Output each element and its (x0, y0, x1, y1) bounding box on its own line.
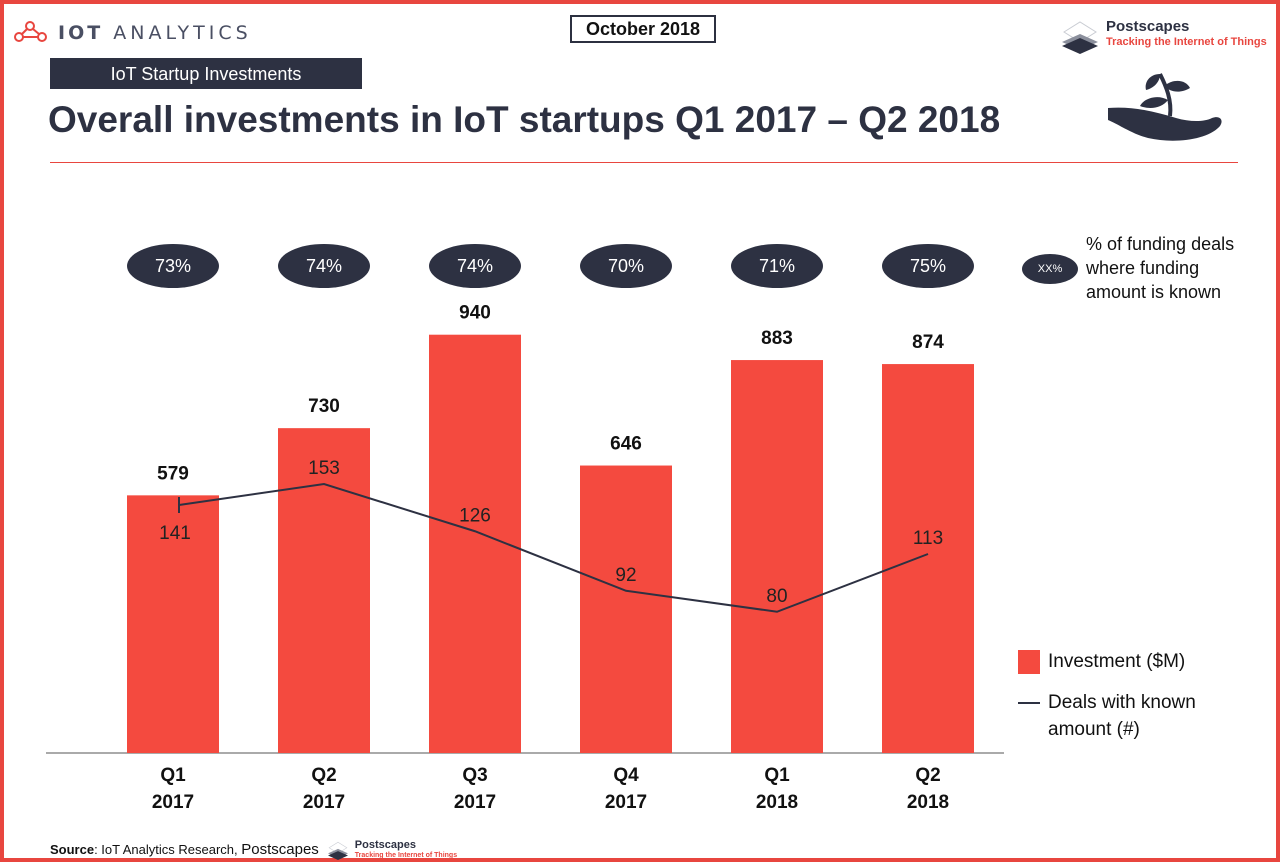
legend-label-deals: Deals with known amount (#) (1048, 692, 1196, 740)
x-tick-label-year: 2018 (907, 792, 949, 813)
line-value-label: 126 (459, 505, 491, 526)
bar-investment (731, 360, 823, 753)
x-tick-label-quarter: Q2 (311, 765, 336, 786)
line-value-label: 113 (913, 528, 943, 549)
bar-investment (882, 364, 974, 753)
source-label: Source (50, 842, 95, 857)
bar-value-label: 579 (157, 463, 189, 484)
x-tick-label-quarter: Q3 (462, 765, 487, 786)
bar-investment (127, 495, 219, 753)
legend-swatch-line (1018, 702, 1040, 704)
funding-known-pill: 74% (278, 244, 370, 288)
funding-known-key-text: % of funding deals where funding amount … (1086, 234, 1235, 302)
section-tag: IoT Startup Investments (50, 58, 362, 89)
funding-known-pill: 71% (731, 244, 823, 288)
source-postscapes-logo: Postscapes Tracking the Internet of Thin… (325, 839, 457, 860)
bar-value-label: 646 (610, 434, 642, 455)
x-tick-label-year: 2018 (756, 792, 798, 813)
x-tick-label-year: 2017 (303, 792, 345, 813)
source-partner-logo-name: Postscapes (354, 839, 416, 851)
investment-chart: 579 Q1 2017 730 Q2 2017 940 Q3 2017 646 Q4 2017 883 Q… (46, 303, 1004, 813)
title-divider (50, 162, 1238, 163)
line-value-label: 80 (766, 586, 787, 607)
date-badge: October 2018 (570, 15, 716, 43)
line-value-label: 141 (159, 523, 191, 544)
brand-iot: IOT (58, 22, 104, 44)
x-tick-label-quarter: Q2 (915, 765, 940, 786)
x-tick-label-quarter: Q1 (764, 765, 790, 786)
iot-analytics-logo: IOT ANALYTICS (14, 20, 252, 46)
funding-known-key-badge: XX% (1022, 254, 1078, 284)
funding-known-pill: 74% (429, 244, 521, 288)
chart-legend: Investment ($M) Deals with known amount … (1018, 648, 1228, 757)
source-partner: Postscapes (241, 841, 319, 858)
chart-title: Overall investments in IoT startups Q1 2… (48, 99, 1001, 140)
bar-value-label: 730 (308, 396, 340, 417)
x-tick-label-quarter: Q1 (160, 765, 186, 786)
legend-label-investment: Investment ($M) (1048, 651, 1186, 672)
x-tick-label-year: 2017 (454, 792, 496, 813)
funding-known-pill: 75% (882, 244, 974, 288)
line-value-label: 153 (308, 458, 340, 479)
bar-value-label: 940 (459, 303, 491, 324)
brand-analytics: ANALYTICS (113, 22, 252, 44)
bar-investment (278, 428, 370, 753)
source-text: : IoT Analytics Research, (94, 842, 242, 857)
source-note: Source: IoT Analytics Research, Postscap… (50, 839, 457, 860)
bar-investment (580, 465, 672, 753)
postscapes-logo-icon (1062, 21, 1098, 54)
funding-known-pill: 70% (580, 244, 672, 288)
legend-item-investment: Investment ($M) (1018, 648, 1228, 675)
source-partner-tagline: Tracking the Internet of Things (354, 852, 458, 859)
funding-known-pill: 73% (127, 244, 219, 288)
postscapes-tagline: Tracking the Internet of Things (1106, 36, 1267, 48)
legend-item-deals: Deals with known amount (#) (1018, 689, 1228, 743)
line-deals (178, 482, 929, 613)
x-tick-label-year: 2017 (152, 792, 194, 813)
iot-analytics-logo-icon (14, 21, 47, 42)
x-tick-label-quarter: Q4 (613, 765, 639, 786)
bar-value-label: 883 (761, 328, 793, 349)
postscapes-name: Postscapes (1106, 18, 1190, 35)
postscapes-logo: Postscapes Tracking the Internet of Thin… (1060, 18, 1267, 54)
bar-value-label: 874 (912, 332, 944, 353)
plant-hand-icon (1108, 73, 1222, 141)
postscapes-logo-icon (327, 841, 348, 860)
legend-swatch-bar (1018, 650, 1040, 674)
line-value-label: 92 (615, 565, 636, 586)
x-tick-label-year: 2017 (605, 792, 647, 813)
